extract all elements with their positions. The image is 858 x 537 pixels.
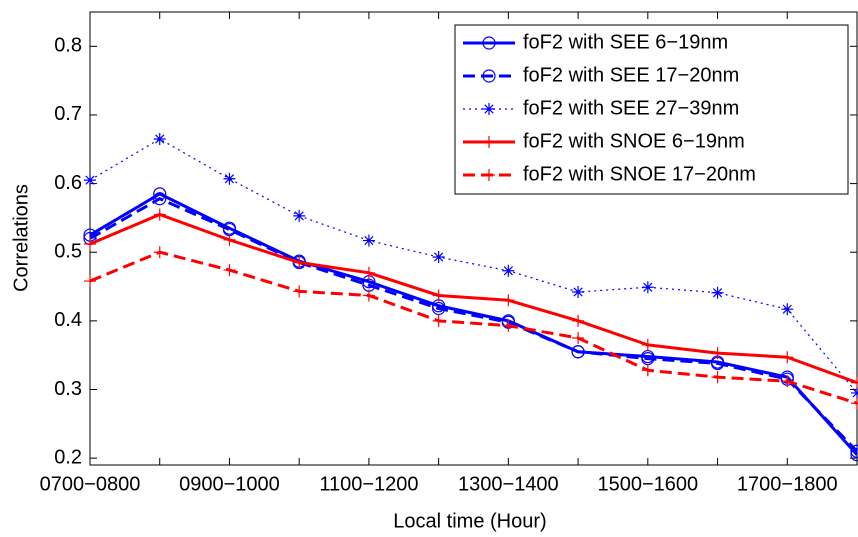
marker <box>641 338 654 351</box>
y-tick-label: 0.2 <box>54 446 82 468</box>
y-tick-label: 0.3 <box>54 378 82 400</box>
marker <box>483 169 495 181</box>
marker <box>293 285 306 298</box>
marker <box>293 256 306 269</box>
marker <box>572 286 585 299</box>
series-line <box>89 192 858 456</box>
marker <box>362 234 375 247</box>
legend-label: foF2 with SEE 27−39nm <box>523 97 739 119</box>
x-tick-label: 1700−1800 <box>737 473 838 495</box>
legend: foF2 with SEE 6−19nm foF2 with SEE 17−20n… <box>454 24 849 195</box>
marker <box>153 208 166 221</box>
x-tick-label: 1100−1200 <box>319 473 418 495</box>
marker <box>432 301 446 316</box>
marker <box>223 172 236 185</box>
marker <box>432 314 445 327</box>
marker <box>502 294 515 307</box>
legend-label: foF2 with SEE 6−19nm <box>523 31 728 53</box>
marker <box>851 397 858 410</box>
marker <box>641 364 654 377</box>
marker <box>483 136 495 148</box>
marker <box>84 174 96 187</box>
marker <box>502 264 515 277</box>
marker <box>293 209 306 222</box>
marker <box>432 251 445 264</box>
legend-label: foF2 with SNOE 6−19nm <box>523 130 745 152</box>
y-axis-label: Correlations <box>10 184 32 292</box>
marker <box>571 345 585 359</box>
x-tick-label: 0900−1000 <box>179 473 280 495</box>
marker <box>711 371 724 384</box>
marker <box>850 448 858 462</box>
marker <box>781 351 794 364</box>
marker <box>84 237 96 250</box>
marker <box>572 314 585 327</box>
marker <box>482 69 496 83</box>
y-tick-label: 0.7 <box>54 103 82 125</box>
x-tick-label: 1300−1400 <box>458 473 559 495</box>
x-tick-label: 0700−0800 <box>40 473 141 495</box>
marker <box>223 233 236 246</box>
marker <box>850 444 858 458</box>
marker <box>362 266 375 279</box>
legend-label: foF2 with SEE 17−20nm <box>523 64 739 86</box>
marker <box>362 289 375 302</box>
marker <box>153 192 167 206</box>
marker <box>432 289 445 302</box>
marker <box>223 264 236 277</box>
marker <box>153 246 166 259</box>
legend-label: foF2 with SNOE 17−20nm <box>523 163 756 185</box>
y-tick-label: 0.4 <box>54 309 82 331</box>
marker <box>502 319 515 332</box>
x-tick-label: 1500−1600 <box>597 473 698 495</box>
marker <box>153 132 166 145</box>
y-tick-label: 0.5 <box>54 241 82 263</box>
marker <box>851 386 858 399</box>
marker <box>572 332 585 345</box>
marker <box>483 103 495 115</box>
marker <box>482 36 496 50</box>
series-line <box>89 197 858 453</box>
marker <box>711 347 724 360</box>
marker <box>781 375 794 388</box>
y-tick-label: 0.6 <box>54 172 82 194</box>
marker <box>851 376 858 389</box>
marker <box>711 286 724 299</box>
series-line <box>89 212 858 385</box>
y-tick-label: 0.8 <box>54 35 82 57</box>
marker <box>84 275 96 288</box>
legend-box <box>454 24 849 195</box>
series-line <box>89 250 858 405</box>
x-axis-label: Local time (Hour) <box>393 510 546 532</box>
marker <box>781 303 794 316</box>
series-line <box>89 138 858 394</box>
marker <box>641 281 654 294</box>
